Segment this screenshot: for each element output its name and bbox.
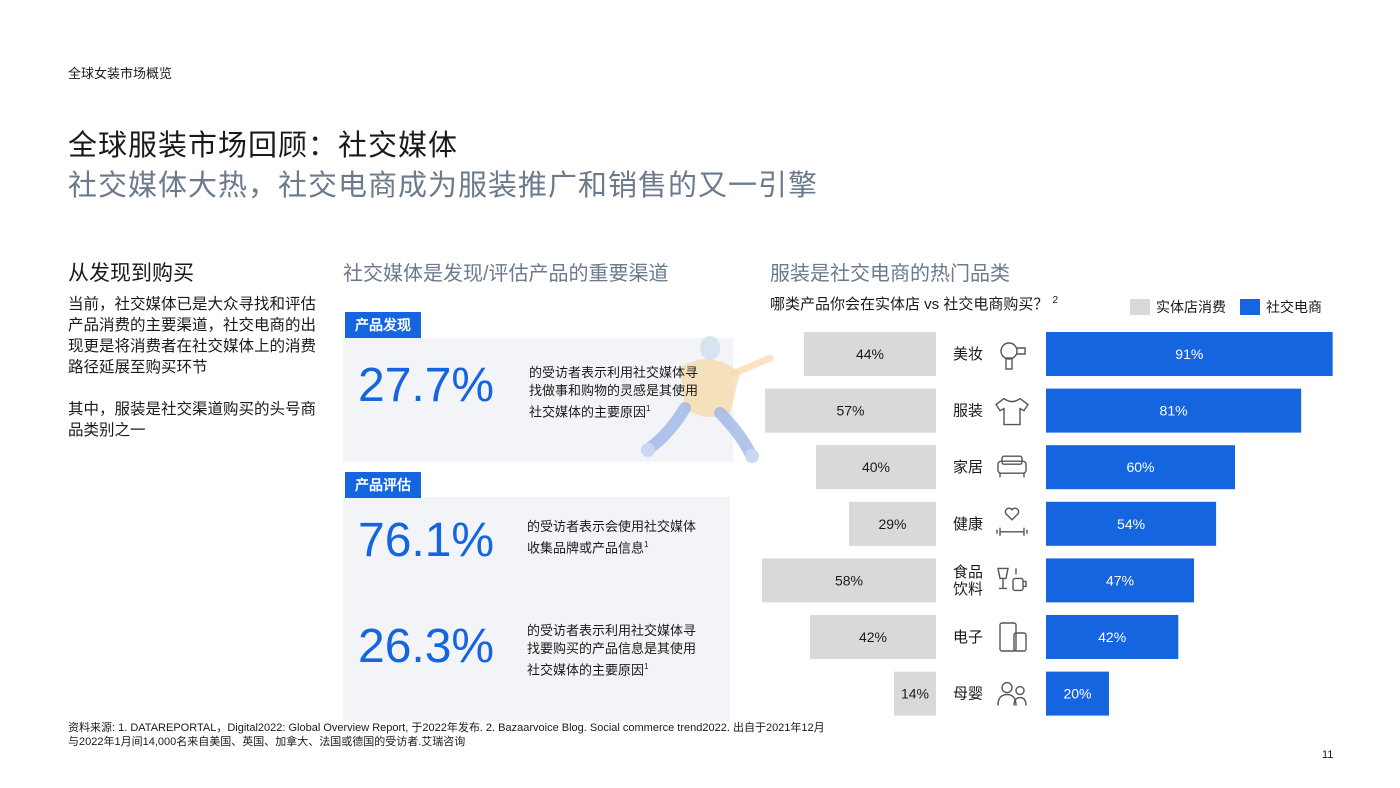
bar-social-label-6: 20% [1063, 686, 1091, 702]
discovery-panel [343, 338, 733, 462]
discovery-desc-sup: 1 [646, 404, 651, 413]
bar-physical-1 [765, 388, 936, 433]
sofa-icon [997, 455, 1027, 478]
category-label-4-0: 食品 [953, 564, 983, 581]
left-body: 当前，社交媒体已是大众寻找和评估产品消费的主要渠道，社交电商的出现更是将消费者在… [68, 294, 318, 462]
category-label-0: 美妆 [953, 346, 983, 363]
page-number: 11 [1322, 749, 1334, 761]
evaluation-desc-1-sup: 1 [644, 540, 649, 549]
bar-physical-3 [849, 501, 936, 546]
hairdryer-icon [1000, 342, 1026, 370]
left-paragraph-1: 当前，社交媒体已是大众寻找和评估产品消费的主要渠道，社交电商的出现更是将消费者在… [68, 296, 317, 376]
page-subtitle: 社交媒体大热，社交电商成为服装推广和销售的又一引擎 [68, 170, 819, 202]
bar-physical-4 [762, 558, 936, 603]
discovery-stat: 27.7% [358, 359, 495, 412]
bar-social-2 [1046, 445, 1235, 490]
discovery-desc: 的受访者表示利用社交媒体寻找做事和购物的灵感是其使用社交媒体的主要原因1 [529, 364, 709, 421]
evaluation-desc-2-sup: 1 [644, 662, 649, 671]
legend-label-physical: 实体店消费 [1156, 299, 1226, 315]
butterfly-bar-chart: 44% 91% 美妆 57% 81% 服装 40% 60% 家居 29% 54% 健康 58% 47% 食品… [762, 332, 1333, 716]
bar-physical-5 [810, 615, 936, 659]
legend-label-social: 社交电商 [1266, 299, 1322, 315]
source-footnote: 资料来源: 1. DATAREPORTAL，Digital2022: Globa… [68, 722, 825, 748]
chart-legend: 实体店消费 社交电商 [1130, 297, 1322, 317]
section-label: 全球女装市场概览 [68, 66, 173, 81]
bar-physical-label-6: 14% [901, 686, 929, 702]
category-label-3: 健康 [953, 516, 983, 533]
left-paragraph-2: 其中，服装是社交渠道购买的头号商品类别之一 [68, 401, 317, 439]
bar-physical-label-0: 44% [856, 346, 884, 362]
bar-social-3 [1046, 501, 1217, 546]
category-label-6: 母婴 [953, 686, 983, 703]
bar-physical-label-1: 57% [836, 403, 864, 419]
legend-swatch-social [1240, 299, 1260, 315]
category-label-5: 电子 [953, 629, 983, 646]
discovery-tag: 产品发现 [345, 312, 421, 338]
bar-social-6 [1046, 671, 1109, 716]
bar-social-label-4: 47% [1106, 572, 1134, 588]
category-label-1: 服装 [953, 403, 983, 420]
bar-social-5 [1046, 615, 1179, 659]
evaluation-panel [343, 497, 730, 721]
bar-social-1 [1046, 388, 1302, 433]
evaluation-tag: 产品评估 [345, 472, 421, 498]
left-heading: 从发现到购买 [68, 262, 194, 285]
bar-physical-label-4: 58% [835, 572, 863, 588]
right-heading: 服装是社交电商的热门品类 [770, 263, 1010, 285]
discovery-desc-text: 的受访者表示利用社交媒体寻找做事和购物的灵感是其使用社交媒体的主要原因 [529, 365, 699, 420]
bar-social-label-2: 60% [1126, 459, 1154, 475]
bar-social-label-3: 54% [1117, 516, 1145, 532]
category-label-4-1: 饮料 [953, 581, 983, 598]
bar-physical-0 [804, 332, 936, 376]
chart-question-sup: 2 [1052, 295, 1059, 306]
tshirt-icon [995, 397, 1029, 426]
bar-physical-label-3: 29% [878, 516, 906, 532]
chart-question: 哪类产品你会在实体店 vs 社交电商购买？ 2 [770, 293, 1058, 314]
bar-physical-label-2: 40% [862, 459, 890, 475]
bar-physical-2 [816, 445, 936, 490]
bar-physical-6 [894, 671, 936, 716]
evaluation-desc-2: 的受访者表示利用社交媒体寻找要购买的产品信息是其使用社交媒体的主要原因1 [527, 622, 707, 679]
evaluation-stat-1: 76.1% [358, 514, 495, 567]
category-label-2: 家居 [953, 459, 983, 476]
page-title: 全球服装市场回顾：社交媒体 [68, 130, 459, 162]
bar-social-label-5: 42% [1098, 629, 1126, 645]
legend-swatch-physical [1130, 299, 1150, 315]
chart-question-text: 哪类产品你会在实体店 vs 社交电商购买？ [770, 296, 1049, 313]
bar-social-0 [1046, 332, 1333, 376]
people-icon [997, 681, 1027, 706]
evaluation-desc-1-text: 的受访者表示会使用社交媒体收集品牌或产品信息 [527, 519, 697, 556]
phone-tablet-icon [999, 622, 1027, 652]
bar-social-label-0: 91% [1175, 346, 1203, 362]
evaluation-desc-2-text: 的受访者表示利用社交媒体寻找要购买的产品信息是其使用社交媒体的主要原因 [527, 623, 697, 678]
bar-social-4 [1046, 558, 1195, 603]
jumping-person-illustration [641, 336, 774, 463]
bar-physical-label-5: 42% [859, 629, 887, 645]
food-drink-icon [997, 567, 1027, 592]
bar-social-label-1: 81% [1160, 403, 1188, 419]
heart-dumbbell-icon [996, 507, 1028, 536]
middle-heading: 社交媒体是发现/评估产品的重要渠道 [343, 263, 669, 285]
evaluation-stat-2: 26.3% [358, 620, 495, 673]
evaluation-desc-1: 的受访者表示会使用社交媒体收集品牌或产品信息1 [527, 518, 707, 557]
